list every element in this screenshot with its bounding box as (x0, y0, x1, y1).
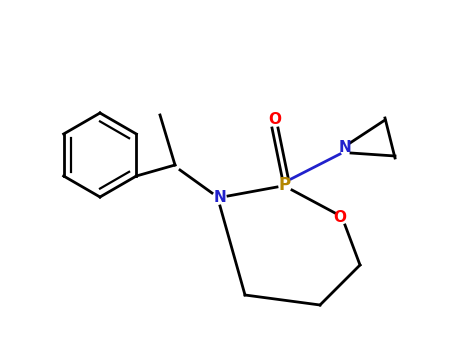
Text: N: N (214, 190, 227, 205)
Text: P: P (279, 176, 291, 194)
Text: O: O (268, 112, 282, 127)
Text: N: N (339, 140, 351, 155)
Text: O: O (334, 210, 347, 225)
